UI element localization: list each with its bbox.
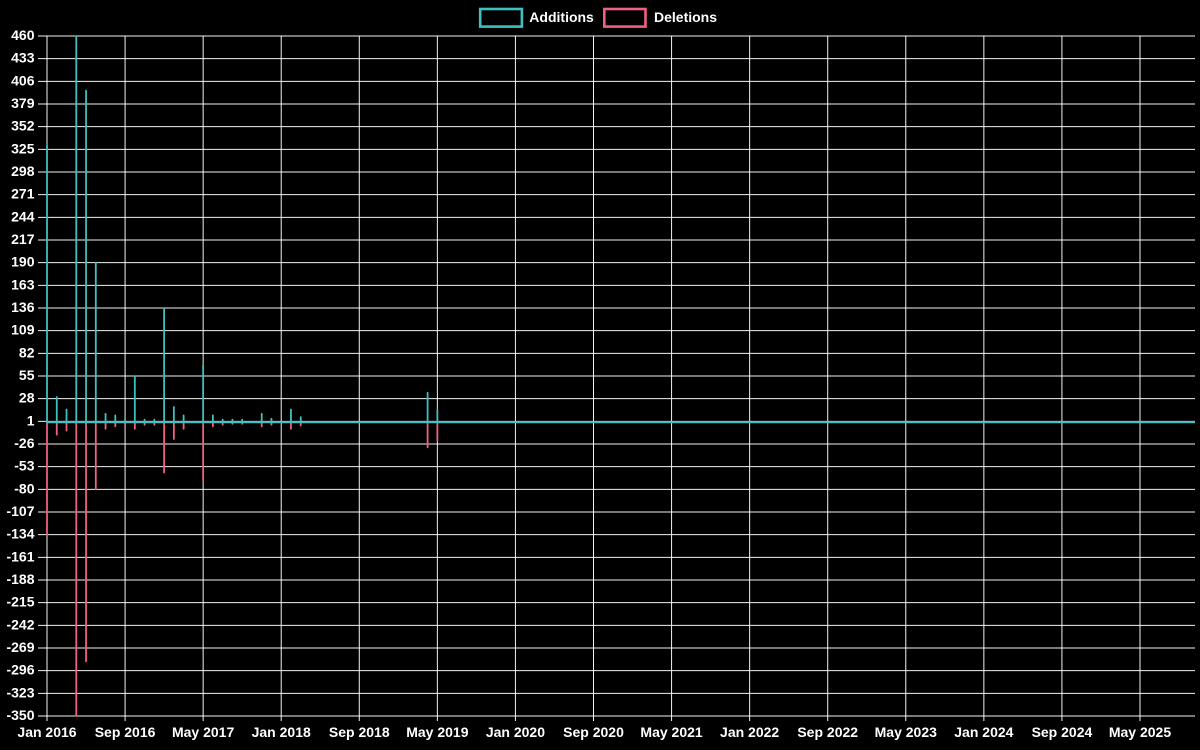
svg-text:-269: -269 [6, 639, 34, 655]
svg-text:163: 163 [11, 276, 35, 292]
svg-text:298: 298 [11, 163, 35, 179]
svg-text:460: 460 [11, 27, 35, 43]
svg-text:352: 352 [11, 118, 35, 134]
svg-text:-215: -215 [6, 594, 34, 610]
svg-text:136: 136 [11, 299, 35, 315]
svg-text:Jan 2020: Jan 2020 [486, 724, 545, 740]
svg-text:Sep 2018: Sep 2018 [329, 724, 390, 740]
svg-text:-242: -242 [6, 616, 34, 632]
svg-text:406: 406 [11, 72, 35, 88]
svg-text:Jan 2016: Jan 2016 [17, 724, 76, 740]
svg-text:-80: -80 [14, 480, 34, 496]
svg-text:-134: -134 [6, 526, 34, 542]
svg-text:-53: -53 [14, 458, 34, 474]
svg-text:28: 28 [19, 390, 35, 406]
svg-text:May 2023: May 2023 [875, 724, 937, 740]
svg-text:Additions: Additions [529, 9, 594, 25]
svg-text:109: 109 [11, 322, 35, 338]
svg-text:May 2017: May 2017 [172, 724, 234, 740]
svg-text:May 2021: May 2021 [640, 724, 702, 740]
svg-text:Jan 2018: Jan 2018 [252, 724, 311, 740]
svg-text:55: 55 [19, 367, 35, 383]
svg-text:Deletions: Deletions [654, 9, 717, 25]
svg-text:244: 244 [11, 208, 35, 224]
svg-text:-188: -188 [6, 571, 34, 587]
svg-text:217: 217 [11, 231, 35, 247]
svg-text:1: 1 [27, 412, 35, 428]
svg-text:-323: -323 [6, 684, 34, 700]
svg-text:Sep 2016: Sep 2016 [95, 724, 156, 740]
svg-text:-26: -26 [14, 435, 34, 451]
svg-text:-107: -107 [6, 503, 34, 519]
svg-text:Sep 2020: Sep 2020 [563, 724, 624, 740]
svg-text:Sep 2022: Sep 2022 [797, 724, 858, 740]
svg-text:May 2019: May 2019 [406, 724, 468, 740]
svg-text:325: 325 [11, 140, 35, 156]
svg-text:May 2025: May 2025 [1109, 724, 1171, 740]
svg-text:271: 271 [11, 186, 35, 202]
svg-text:433: 433 [11, 50, 35, 66]
svg-text:Jan 2024: Jan 2024 [954, 724, 1013, 740]
svg-text:82: 82 [19, 344, 35, 360]
svg-text:-161: -161 [6, 548, 34, 564]
svg-text:190: 190 [11, 254, 35, 270]
svg-text:-296: -296 [6, 662, 34, 678]
svg-text:Jan 2022: Jan 2022 [720, 724, 779, 740]
svg-text:379: 379 [11, 95, 35, 111]
svg-text:Sep 2024: Sep 2024 [1032, 724, 1093, 740]
svg-text:-350: -350 [6, 707, 34, 723]
